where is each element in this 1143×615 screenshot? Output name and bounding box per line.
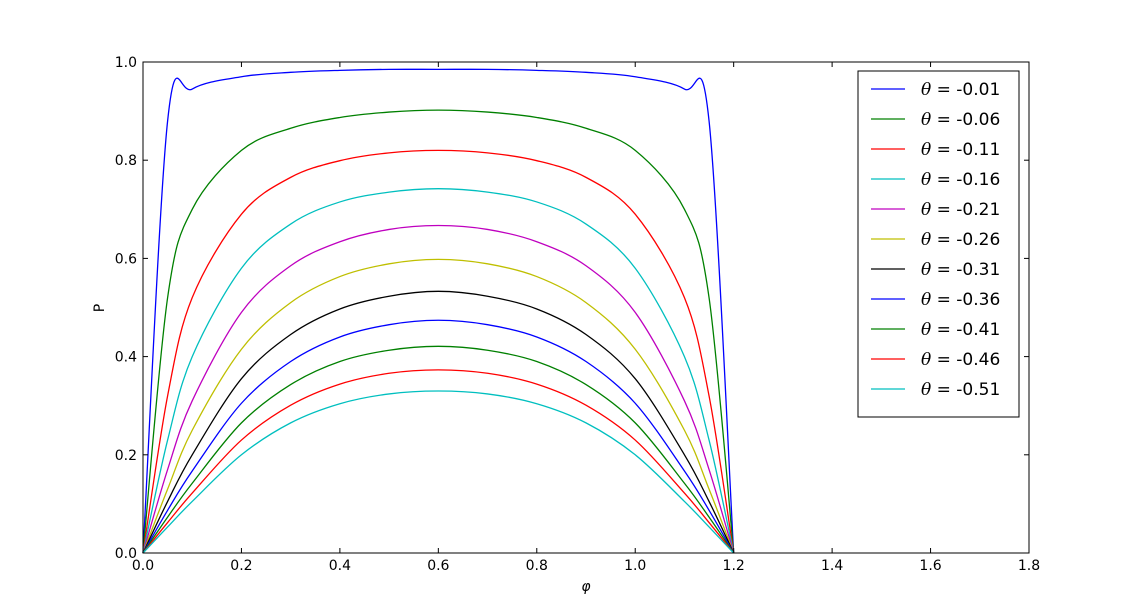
- legend-entry: θ = -0.01: [921, 80, 1000, 100]
- series-layer: [142, 68, 735, 554]
- series-line-2: [142, 149, 735, 554]
- y-tick-label: 0.2: [115, 448, 137, 464]
- x-axis: 0.0 0.2 0.4 0.6 0.8 1.0 1.2 1.4 1.6 1.8: [132, 62, 1040, 574]
- legend-entry: θ = -0.06: [921, 110, 1000, 130]
- legend-entry: θ = -0.36: [921, 290, 1000, 310]
- legend-entry: θ = -0.41: [921, 320, 1000, 340]
- series-line-4: [142, 224, 735, 554]
- x-tick-label: 1.4: [821, 558, 843, 574]
- series-line-0: [142, 68, 735, 554]
- y-tick-label: 0.4: [115, 350, 137, 366]
- x-tick-label: 0.2: [230, 558, 252, 574]
- legend-entry: θ = -0.46: [921, 350, 1000, 370]
- series-line-7: [142, 319, 735, 554]
- series-line-5: [142, 258, 735, 554]
- y-tick-label: 0.8: [115, 153, 137, 169]
- x-tick-label: 1.6: [919, 558, 941, 574]
- series-line-8: [142, 345, 735, 554]
- x-tick-label: 1.0: [624, 558, 646, 574]
- y-axis: 0.0 0.2 0.4 0.6 0.8 1.0: [115, 55, 1029, 562]
- legend: θ = -0.01 θ = -0.06 θ = -0.11 θ = -0.16 θ = …: [857, 70, 1020, 418]
- y-axis-label: P: [92, 304, 108, 312]
- x-tick-label: 1.8: [1018, 558, 1040, 574]
- legend-entry: θ = -0.11: [921, 140, 1000, 160]
- plot-frame: [142, 61, 1030, 554]
- x-axis-label: φ: [581, 579, 591, 595]
- legend-entry: θ = -0.21: [921, 200, 1000, 220]
- legend-entry: θ = -0.26: [921, 230, 1000, 250]
- legend-entry: θ = -0.51: [921, 380, 1000, 400]
- legend-entry: θ = -0.31: [921, 260, 1000, 280]
- series-line-3: [142, 188, 735, 554]
- series-line-10: [142, 390, 735, 554]
- y-tick-label: 1.0: [115, 55, 137, 71]
- x-tick-label: 0.6: [427, 558, 449, 574]
- y-tick-label: 0.0: [115, 546, 137, 562]
- series-line-9: [142, 369, 735, 554]
- x-tick-label: 0.8: [526, 558, 548, 574]
- x-tick-label: 1.2: [723, 558, 745, 574]
- x-tick-label: 0.0: [132, 558, 154, 574]
- y-tick-label: 0.6: [115, 251, 137, 267]
- x-tick-label: 0.4: [329, 558, 351, 574]
- series-line-6: [142, 290, 735, 554]
- legend-entry: θ = -0.16: [921, 170, 1000, 190]
- series-line-1: [142, 109, 735, 554]
